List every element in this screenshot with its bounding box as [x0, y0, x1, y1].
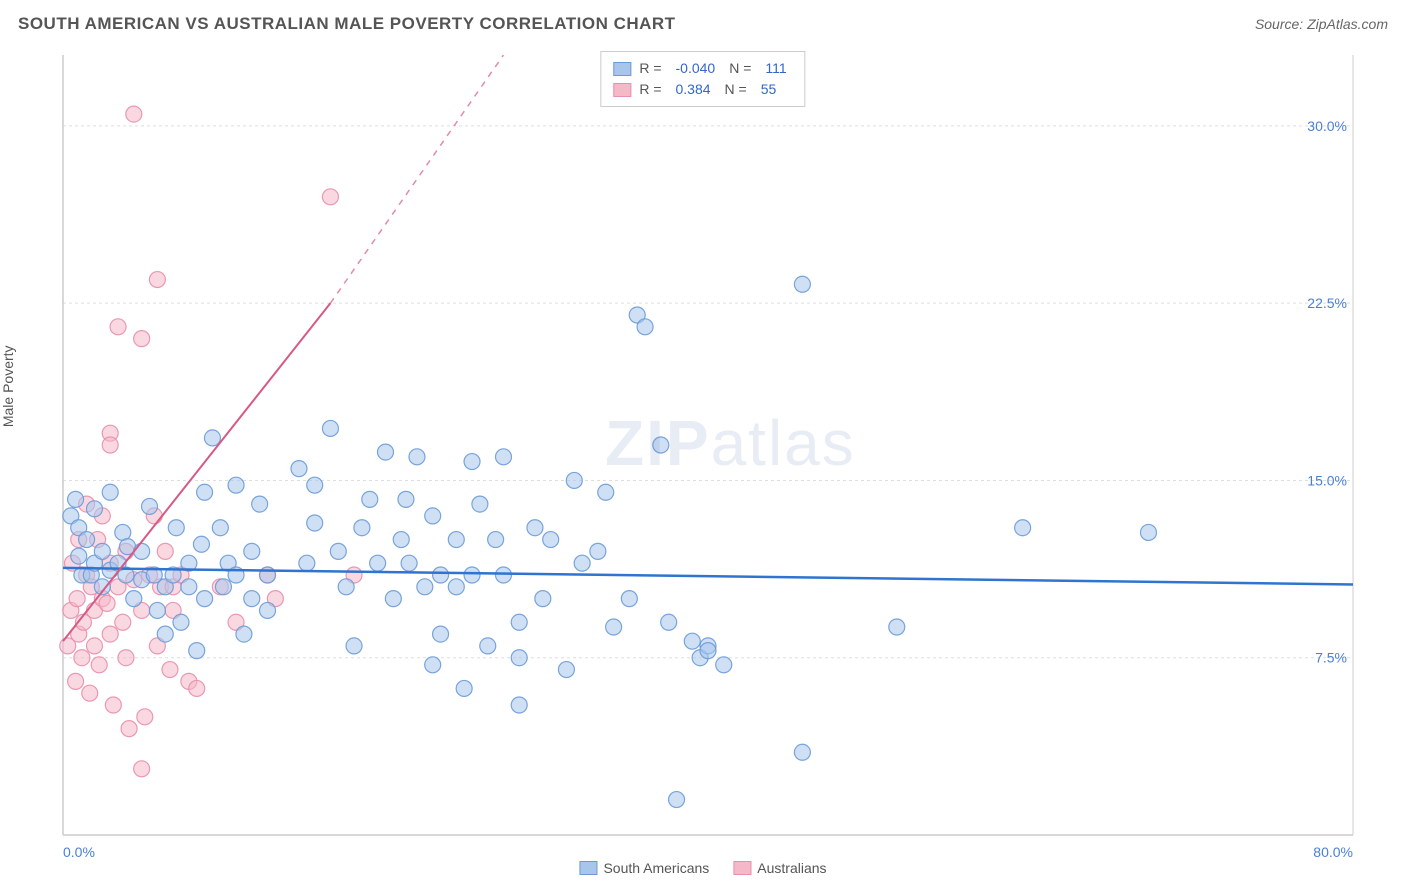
chart-header: SOUTH AMERICAN VS AUSTRALIAN MALE POVERT… — [0, 0, 1406, 40]
svg-text:7.5%: 7.5% — [1315, 650, 1347, 666]
legend-item-australian: Australians — [733, 860, 826, 876]
scatter-chart: 7.5% 15.0% 22.5% 30.0% 0.0% 80.0% — [18, 45, 1388, 875]
stats-row-australian: R = 0.384 N = 55 — [613, 79, 792, 100]
svg-text:30.0%: 30.0% — [1307, 118, 1347, 134]
legend-swatch-blue — [579, 861, 597, 875]
svg-text:0.0%: 0.0% — [63, 844, 95, 860]
y-axis-label: Male Poverty — [0, 345, 16, 427]
stats-box: R = -0.040 N = 111 R = 0.384 N = 55 — [600, 51, 805, 107]
stats-row-south-american: R = -0.040 N = 111 — [613, 58, 792, 79]
stats-swatch-blue — [613, 62, 631, 76]
chart-container: Male Poverty 7.5%15.0%22.5%30.0%0.0%80.0… — [18, 45, 1388, 874]
svg-text:15.0%: 15.0% — [1307, 472, 1347, 488]
stats-swatch-pink — [613, 83, 631, 97]
source-attribution: Source: ZipAtlas.com — [1255, 16, 1388, 32]
legend: South Americans Australians — [579, 860, 826, 876]
svg-text:80.0%: 80.0% — [1313, 844, 1353, 860]
svg-text:22.5%: 22.5% — [1307, 295, 1347, 311]
chart-title: SOUTH AMERICAN VS AUSTRALIAN MALE POVERT… — [18, 14, 676, 34]
legend-swatch-pink — [733, 861, 751, 875]
legend-item-south-american: South Americans — [579, 860, 709, 876]
